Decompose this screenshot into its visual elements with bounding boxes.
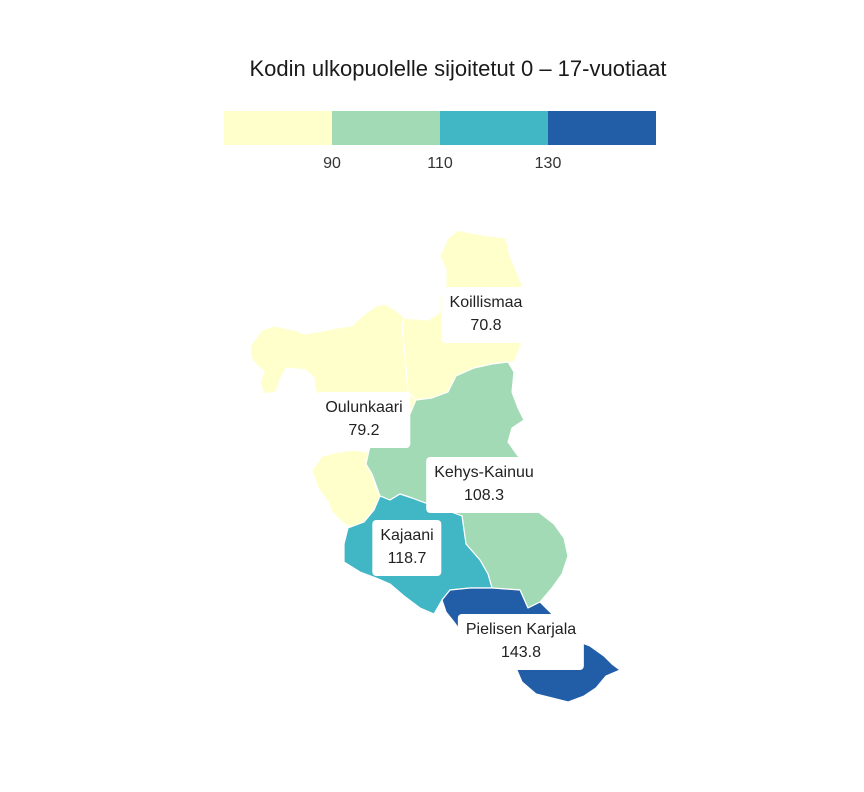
label-kajaani-value: 118.7 bbox=[387, 550, 427, 567]
legend-swatch-1 bbox=[224, 111, 332, 145]
label-kehys-kainuu: Kehys-Kainuu 108.3 bbox=[426, 457, 542, 513]
label-kajaani: Kajaani 118.7 bbox=[372, 520, 442, 576]
label-koillismaa-value: 70.8 bbox=[470, 317, 502, 334]
label-kajaani-name: Kajaani bbox=[380, 527, 434, 544]
label-pielisen-karjala: Pielisen Karjala 143.8 bbox=[457, 614, 585, 670]
label-kehys-kainuu-value: 108.3 bbox=[463, 487, 505, 504]
label-kehys-kainuu-name: Kehys-Kainuu bbox=[434, 464, 534, 481]
label-koillismaa-name: Koillismaa bbox=[449, 294, 523, 311]
legend-tick-130: 130 bbox=[534, 155, 562, 172]
legend-tick-110: 110 bbox=[427, 155, 453, 172]
legend-tick-90: 90 bbox=[323, 155, 341, 172]
label-oulunkaari-name: Oulunkaari bbox=[325, 399, 403, 416]
legend-swatch-3 bbox=[440, 111, 548, 145]
label-pielisen-karjala-name: Pielisen Karjala bbox=[465, 621, 577, 638]
label-oulunkaari: Oulunkaari 79.2 bbox=[317, 392, 411, 448]
color-legend bbox=[224, 111, 656, 145]
legend-swatch-4 bbox=[548, 111, 656, 145]
label-koillismaa: Koillismaa 70.8 bbox=[441, 287, 531, 343]
region-oulunkaari[interactable] bbox=[249, 303, 417, 529]
label-oulunkaari-value: 79.2 bbox=[348, 422, 380, 439]
legend-swatch-2 bbox=[332, 111, 440, 145]
map-title: Kodin ulkopuolelle sijoitetut 0 – 17-vuo… bbox=[249, 56, 667, 81]
label-pielisen-karjala-value: 143.8 bbox=[500, 644, 542, 661]
